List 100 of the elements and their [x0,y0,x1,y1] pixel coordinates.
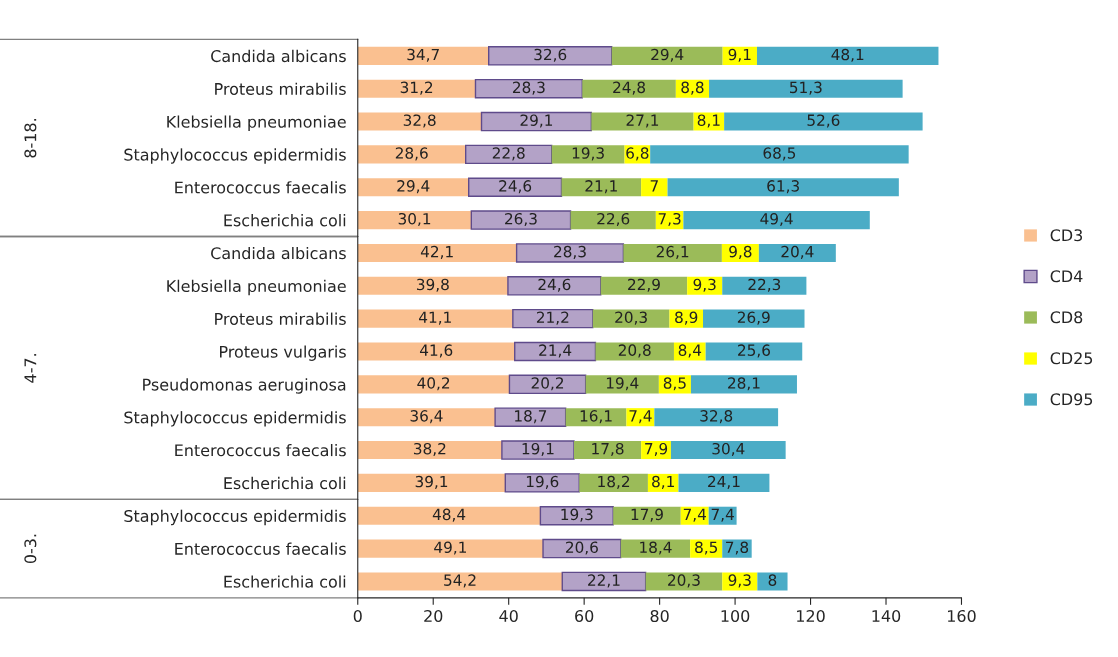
data-label: 29,4 [651,48,684,62]
data-label: 22,3 [748,278,781,292]
data-label: 20,3 [615,311,647,325]
data-label: 42,1 [420,245,453,259]
y-tick-label: Proteus vulgaris [220,345,346,361]
x-tick-label: 120 [797,609,825,623]
bar [515,243,625,263]
bar [357,178,469,197]
x-tick-label: 20 [424,609,443,623]
data-label: 26,1 [656,245,689,259]
legend-label: CD4 [1050,270,1083,283]
data-label: 49,1 [434,541,466,555]
data-label: 20,8 [618,344,651,358]
data-label: 39,1 [415,475,448,489]
bar [357,211,472,230]
bar [620,539,691,558]
bar [357,375,510,394]
data-label: 19,6 [526,475,559,489]
data-label: 19,4 [606,377,639,391]
bar [357,408,496,427]
bar [585,375,659,394]
data-label: 7,4 [711,508,734,522]
y-tick-label: Staphylococcus epidermidis [124,509,346,526]
y-tick-label: Escherichia coli [224,476,346,490]
data-label: 68,5 [763,147,796,161]
legend-label: CD8 [1050,311,1083,324]
data-label: 29,1 [520,114,553,128]
data-label: 28,3 [554,245,586,259]
bar [501,440,575,460]
bar [592,309,670,328]
bar [357,342,515,361]
bar [645,572,723,591]
bar [565,408,627,427]
data-label: 40,2 [417,377,450,391]
bar [709,79,903,98]
y-tick-label: Escherichia coli [224,214,346,227]
text: 0-3. [24,534,37,564]
data-label: 22,9 [628,278,660,292]
bar [467,177,563,197]
bar [357,46,489,65]
data-label: 22,8 [492,147,525,161]
bar [357,572,563,591]
bar [650,145,909,164]
bar [570,211,656,230]
bar [582,79,676,98]
bar [357,145,466,164]
data-label: 26,3 [505,212,537,227]
data-label: 41,6 [419,344,453,358]
bar [758,243,836,262]
data-label: 27,1 [626,114,659,128]
bar [494,407,567,427]
data-label: 8,4 [678,344,702,358]
bar [613,506,681,525]
data-label: 32,8 [403,114,436,128]
data-label: 38,2 [413,442,446,457]
bar [573,441,642,460]
data-label: 18,4 [640,541,672,555]
bar [667,178,899,197]
data-label: 8 [768,574,777,586]
y-tick-label: Klebsiella pneumoniae [167,279,346,296]
data-label: 36,4 [410,410,443,424]
bar [678,473,770,492]
data-label: 34,7 [407,48,439,62]
bar [357,112,482,131]
y-tick-label: Proteus mirabilis [215,82,346,95]
bar [724,112,923,131]
data-label: 31,2 [400,81,433,95]
legend-label: CD25 [1050,352,1093,365]
bar [670,441,786,460]
x-tick-label: 60 [575,609,594,623]
data-label: 29,4 [397,180,430,194]
bar [551,145,625,164]
data-label: 17,8 [592,442,624,457]
bar [703,309,805,328]
data-label: 9,3 [728,574,751,588]
bar [705,342,803,361]
data-label: 18,7 [515,410,547,424]
y-tick-label: Enterococcus faecalis [175,181,346,194]
x-tick-label: 0 [353,609,362,623]
data-label: 48,1 [831,48,864,62]
data-label: 20,6 [566,541,598,555]
x-tick-label: 40 [499,609,518,623]
bar [611,46,723,65]
data-label: 32,6 [534,48,567,62]
bar [480,111,593,132]
data-label: 9,1 [728,48,751,62]
bar [487,46,613,66]
bar [357,276,508,295]
y-tick-label: Escherichia coli [224,575,346,588]
data-label: 19,3 [572,147,604,161]
bar [464,144,553,165]
bar [561,571,647,592]
y-tick-label: Klebsiella pneumoniae [167,115,346,131]
y-tick-label: Candida albicans [211,246,346,260]
bar [504,473,580,493]
data-label: 28,6 [395,147,428,161]
data-label: 49,4 [760,212,793,227]
x-tick-label: 80 [650,609,669,623]
data-label: 22,6 [597,212,630,227]
data-label: 24,8 [613,81,646,95]
